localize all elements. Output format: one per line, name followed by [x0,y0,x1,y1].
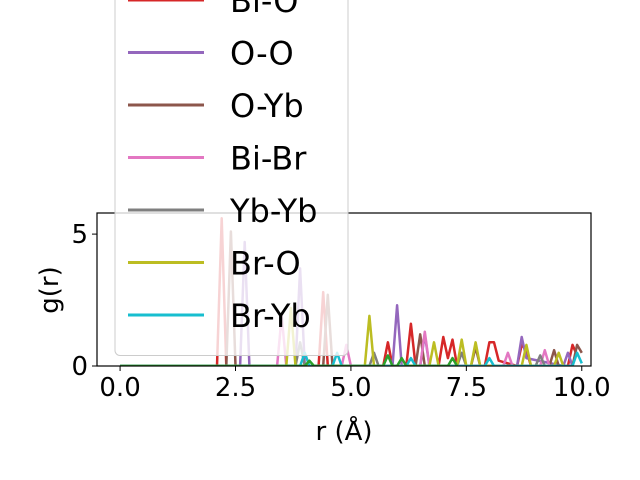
x-tick-label: 10.0 [553,373,611,403]
series-line-unlabeled-7 [120,354,459,366]
legend-label-bi-br: Bi-Br [230,140,307,178]
legend: Bi-O O-O O-Yb Bi-Br Yb-Yb Br-O Br-Yb [114,0,349,356]
legend-label-br-o: Br-O [230,245,301,283]
axis-ticks: 0.0 2.5 5.0 7.5 10.0 0 5 [71,220,610,403]
x-axis-label: r (Å) [315,415,372,447]
x-tick-label: 5.0 [330,373,371,403]
series-line-br-o [120,306,565,366]
y-tick-label: 5 [71,220,88,250]
legend-label-o-o: O-O [230,35,294,73]
x-tick-label: 0.0 [99,373,140,403]
legend-label-bi-o: Bi-O [230,0,298,20]
legend-frame [114,0,349,356]
legend-label-yb-yb: Yb-Yb [229,192,317,230]
legend-label-br-yb: Br-Yb [230,297,311,335]
y-axis-label: g(r) [35,266,65,313]
legend-label-o-yb: O-Yb [230,87,304,125]
x-tick-label: 7.5 [446,373,487,403]
series-line-br-yb [120,351,583,366]
series-line-o-o [120,240,574,366]
x-tick-label: 2.5 [215,373,256,403]
y-tick-label: 0 [71,352,88,382]
